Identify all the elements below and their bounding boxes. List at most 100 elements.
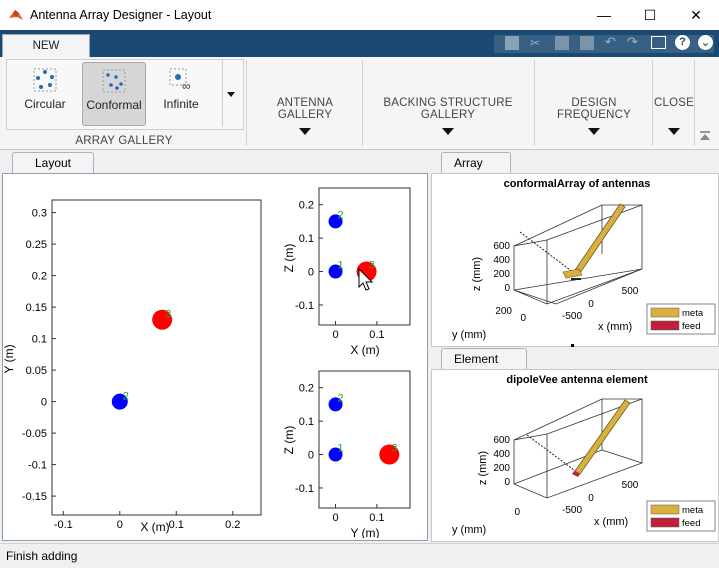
yz-ytick-label: 0 [308, 450, 314, 462]
help-icon[interactable]: ? [675, 35, 690, 50]
xy-element-label: 3 [165, 309, 171, 321]
gallery-item-label: Conformal [86, 98, 142, 112]
conformal-array-icon [102, 69, 126, 93]
element-3d-box [513, 398, 643, 499]
redo-icon[interactable]: ↷ [627, 34, 638, 49]
xz-element-label: 3 [369, 260, 375, 272]
array-xlabel: x (mm) [598, 321, 632, 333]
legend-meta-label: meta [682, 308, 704, 319]
yz-element-marker[interactable] [328, 447, 343, 462]
element-zlabel: z (mm) [477, 451, 489, 485]
xy-element-marker[interactable] [111, 393, 128, 410]
mouse-cursor-icon [358, 267, 374, 291]
xy-ytick-label: 0.15 [26, 302, 47, 314]
yz-xtick-label: 0.1 [369, 512, 384, 524]
array-ylabel: y (mm) [452, 329, 486, 341]
yz-ylabel: Z (m) [282, 426, 296, 455]
gallery-item-infinite[interactable]: ∞ Infinite [150, 62, 212, 124]
xz-element-marker[interactable] [328, 264, 343, 279]
xy-ytick-label: 0.3 [32, 208, 47, 220]
xy-ytick-label: 0.1 [32, 334, 47, 346]
element-ztick-label: 400 [493, 449, 510, 460]
window-title: Antenna Array Designer - Layout [30, 8, 212, 22]
legend-feed-label: feed [682, 518, 701, 529]
tab-new[interactable]: NEW [2, 34, 90, 58]
tab-element[interactable]: Element [441, 348, 527, 369]
element-xtick-label: 0 [588, 493, 594, 504]
xy-element-marker[interactable] [152, 309, 173, 330]
cut-icon[interactable]: ✂ [530, 36, 541, 50]
xz-element-label: 1 [338, 260, 344, 272]
yz-xtick-label: 0 [332, 512, 338, 524]
xz-plot-axes [318, 187, 411, 326]
xy-xtick-label: 0 [117, 519, 123, 531]
gallery-item-circular[interactable]: Circular [14, 62, 76, 124]
xy-plot-axes [51, 199, 262, 516]
legend-meta-label: meta [682, 505, 704, 516]
collapse-ribbon-icon[interactable] [699, 130, 711, 142]
element-xtick-label: 500 [622, 480, 639, 491]
backing-structure-label: BACKING STRUCTURE GALLERY [383, 97, 513, 121]
xy-xtick-label: -0.1 [54, 519, 73, 531]
yz-element-label: 2 [338, 392, 344, 404]
close-window-button[interactable]: ✕ [690, 7, 702, 23]
copy-icon[interactable] [555, 36, 569, 50]
array-ytick-label: 200 [495, 306, 512, 317]
element-legend: meta feed [646, 500, 716, 532]
tab-layout[interactable]: Layout [12, 152, 94, 174]
gallery-item-label: Infinite [163, 97, 199, 111]
xz-ylabel: Z (m) [282, 244, 296, 273]
xy-element-label: 2 [123, 391, 129, 403]
save-icon[interactable] [505, 36, 519, 50]
yz-element-label: 1 [338, 443, 344, 455]
element-ztick-label: 0 [504, 477, 510, 488]
status-bar: Finish adding [0, 543, 719, 568]
tab-array[interactable]: Array [441, 152, 511, 173]
array-legend: meta feed [646, 303, 716, 335]
splitter-handle[interactable] [571, 344, 574, 347]
backing-structure-gallery-button[interactable]: BACKING STRUCTURE GALLERY [366, 60, 530, 146]
yz-element-marker[interactable] [328, 397, 343, 412]
xy-xlabel: X (m) [140, 520, 169, 534]
maximize-button[interactable]: ☐ [643, 7, 657, 23]
xz-ytick-label: 0 [308, 267, 314, 279]
element-xtick-label: -500 [562, 505, 582, 516]
minimize-button[interactable]: — [597, 7, 611, 23]
element-ylabel: y (mm) [452, 524, 486, 536]
gallery-item-label: Circular [24, 97, 66, 111]
chevron-down-icon [299, 128, 311, 135]
legend-feed-label: feed [682, 321, 701, 332]
array-plot-canvas: conformalArray of antennas 600 400 200 0 200… [452, 178, 716, 341]
matlab-logo-icon [9, 10, 23, 20]
expand-ribbon-icon[interactable]: ⌄ [698, 35, 713, 50]
array-ztick-label: 400 [493, 255, 510, 266]
design-frequency-button[interactable]: DESIGN FREQUENCY [538, 60, 650, 146]
chevron-down-icon [442, 128, 454, 135]
switch-windows-icon[interactable] [651, 36, 666, 49]
xz-element-marker[interactable] [328, 214, 343, 229]
array-ztick-label: 0 [504, 283, 510, 294]
array-zlabel: z (mm) [471, 257, 483, 291]
xy-ytick-label: 0.25 [26, 239, 47, 251]
yz-plot-axes [318, 370, 411, 509]
undo-icon[interactable]: ↶ [605, 34, 616, 49]
array-ztick-label: 600 [493, 241, 510, 252]
array-xtick-label: 500 [622, 286, 639, 297]
xy-xtick-label: 0.2 [225, 519, 240, 531]
title-bar: Antenna Array Designer - Layout — ☐ ✕ [0, 0, 719, 30]
array-ztick-label: 200 [493, 269, 510, 280]
paste-icon[interactable] [580, 36, 594, 50]
xy-ytick-label: -0.1 [28, 460, 47, 472]
array-gallery-label: ARRAY GALLERY [75, 135, 173, 147]
status-text: Finish adding [6, 549, 78, 563]
element-ztick-label: 600 [493, 435, 510, 446]
element-xlabel: x (mm) [594, 516, 628, 528]
yz-element-marker[interactable] [379, 444, 400, 465]
element-ztick-label: 200 [493, 463, 510, 474]
array-xtick-label: -500 [562, 311, 582, 322]
gallery-expand-button[interactable] [222, 60, 243, 127]
ribbon-tab-strip: ✂ ↶ ↷ ? ⌄ [0, 30, 719, 57]
close-section-button[interactable]: CLOSE [654, 60, 694, 146]
antenna-gallery-button[interactable]: ANTENNA GALLERY [250, 60, 360, 146]
gallery-item-conformal[interactable]: Conformal [82, 62, 146, 126]
